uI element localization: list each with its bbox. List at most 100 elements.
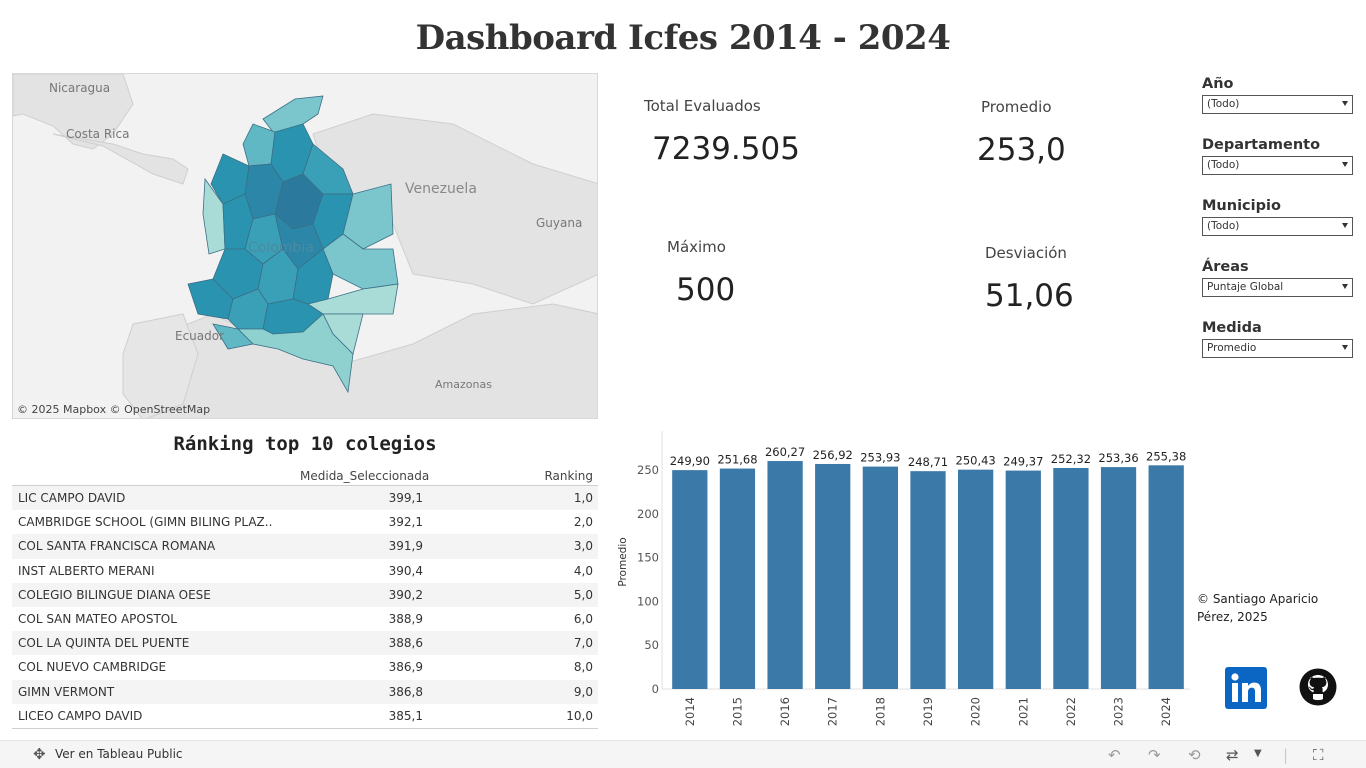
filter-medida-dropdown[interactable]: Promedio	[1202, 339, 1353, 358]
undo-icon[interactable]: ↶	[1108, 746, 1121, 764]
filter-areas-dropdown[interactable]: Puntaje Global	[1202, 278, 1353, 297]
tableau-toolbar: ✥ Ver en Tableau Public ↶ ↷ ⟲ ⇄ ▼ | ⛶	[0, 740, 1366, 768]
measure-value: 391,9	[388, 539, 423, 554]
dashboard-title: Dashboard Icfes 2014 - 2024	[415, 18, 951, 58]
map-attribution[interactable]: © 2025 Mapbox © OpenStreetMap	[17, 403, 211, 416]
kpi-desviacion-value: 51,06	[985, 278, 1074, 314]
bar-data-label: 251,68	[717, 453, 757, 467]
bar[interactable]	[1053, 468, 1089, 689]
promedio-bar-chart[interactable]: 0 50 100 150 200 250 Promedio 249,90 2014 251,68 2…	[610, 425, 1195, 730]
measure-value: 386,9	[388, 660, 423, 675]
bar-data-label: 253,36	[1098, 451, 1138, 465]
measure-value: 399,1	[388, 491, 423, 505]
kpi-desviacion-label: Desviación	[985, 244, 1067, 262]
table-row[interactable]: GIMN VERMONT 386,8 9,0	[12, 679, 598, 704]
filter-medida: Medida Promedio	[1202, 320, 1353, 358]
x-tick-label: 2023	[1112, 697, 1126, 726]
x-tick-label: 2020	[969, 697, 983, 726]
revert-icon[interactable]: ⟲	[1188, 746, 1201, 764]
redo-icon[interactable]: ↷	[1148, 746, 1161, 764]
tableau-logo-icon: ✥	[33, 745, 46, 763]
school-name: COL LA QUINTA DEL PUENTE	[18, 636, 190, 651]
rank-value: 8,0	[573, 660, 593, 675]
school-name: GIMN VERMONT	[18, 684, 115, 699]
kpi-promedio-value: 253,0	[977, 132, 1066, 168]
bar[interactable]	[1005, 470, 1041, 689]
bar[interactable]	[767, 461, 803, 689]
table-row[interactable]: COL SAN MATEO APOSTOL 388,9 6,0	[12, 607, 598, 631]
ranking-rows: LIC CAMPO DAVID 399,1 1,0 CAMBRIDGE SCHOOL…	[12, 486, 598, 728]
credit-line-1: © Santiago Aparicio	[1197, 592, 1319, 606]
rank-value: 6,0	[573, 611, 593, 626]
filter-municipio: Municipio (Todo)	[1202, 198, 1353, 236]
department-region	[212, 323, 254, 350]
column-header-ranking[interactable]: Ranking	[544, 469, 593, 483]
rank-value: 7,0	[573, 636, 593, 651]
bar-data-label: 249,90	[670, 454, 710, 468]
refresh-icon[interactable]: ⇄	[1226, 746, 1239, 764]
bar[interactable]	[1148, 465, 1184, 689]
linkedin-icon[interactable]	[1225, 667, 1267, 713]
map-canvas[interactable]	[13, 74, 598, 419]
table-row[interactable]: CAMBRIDGE SCHOOL (GIMN BILING PLAZ.. 392,…	[12, 510, 598, 534]
south-land	[142, 303, 597, 418]
table-row[interactable]: COL LA QUINTA DEL PUENTE 388,6 7,0	[12, 631, 598, 656]
y-tick-label: 50	[644, 638, 659, 652]
bar-data-label: 256,92	[813, 448, 853, 462]
department-region	[202, 177, 226, 255]
school-name: COL NUEVO CAMBRIDGE	[18, 660, 167, 675]
bar-data-label: 255,38	[1146, 449, 1186, 463]
kpi-total-value: 7239.505	[652, 131, 800, 167]
rank-value: 10,0	[566, 708, 593, 723]
filter-municipio-dropdown[interactable]: (Todo)	[1202, 217, 1353, 236]
credit-line-2: Pérez, 2025	[1197, 610, 1268, 624]
bar-data-label: 260,27	[765, 445, 805, 459]
fullscreen-icon[interactable]: ⛶	[1313, 746, 1324, 764]
kpi-maximo-label: Máximo	[667, 238, 726, 256]
measure-value: 388,9	[388, 611, 423, 626]
school-name: LIC CAMPO DAVID	[18, 491, 126, 505]
y-tick-label: 150	[637, 551, 659, 565]
colombia-map[interactable]: Nicaragua Costa Rica Venezuela Guyana Co…	[12, 73, 598, 419]
y-tick-label: 0	[652, 682, 659, 696]
filter-departamento-dropdown[interactable]: (Todo)	[1202, 156, 1353, 175]
table-row[interactable]: INST ALBERTO MERANI 390,4 4,0	[12, 559, 598, 583]
table-row[interactable]: LIC CAMPO DAVID 399,1 1,0	[12, 486, 598, 511]
filter-value: Promedio	[1207, 342, 1257, 354]
column-header-measure[interactable]: Medida_Seleccionada	[300, 469, 430, 483]
table-bottom-border	[12, 727, 598, 729]
table-row[interactable]: COLEGIO BILINGUE DIANA OESE 390,2 5,0	[12, 582, 598, 607]
x-tick-label: 2016	[778, 697, 792, 726]
measure-value: 392,1	[388, 515, 423, 530]
dropdown-caret-icon	[1342, 223, 1348, 228]
y-tick-label: 100	[637, 594, 659, 608]
map-label-costa-rica: Costa Rica	[66, 127, 130, 141]
table-row[interactable]: LICEO CAMPO DAVID 385,1 10,0	[12, 704, 598, 728]
dropdown-caret-icon	[1342, 162, 1348, 167]
map-label-ecuador: Ecuador	[175, 329, 225, 343]
ranking-table: Medida_Seleccionada Ranking LIC CAMPO DA…	[12, 468, 598, 729]
bar[interactable]	[910, 471, 946, 689]
filter-label: Departamento	[1202, 137, 1321, 153]
rank-value: 5,0	[573, 587, 593, 602]
bar[interactable]	[815, 463, 851, 689]
department-region	[237, 313, 354, 394]
chevron-down-icon[interactable]: ▼	[1254, 748, 1262, 759]
table-row[interactable]: COL SANTA FRANCISCA ROMANA 391,9 3,0	[12, 534, 598, 559]
bar[interactable]	[672, 470, 708, 689]
table-row[interactable]: COL NUEVO CAMBRIDGE 386,9 8,0	[12, 655, 598, 679]
map-label-guyana: Guyana	[536, 216, 583, 230]
bar[interactable]	[719, 468, 756, 689]
bar[interactable]	[958, 469, 994, 689]
kpi-maximo-value: 500	[676, 272, 736, 308]
view-on-tableau-public-link[interactable]: Ver en Tableau Public	[55, 747, 183, 761]
bar[interactable]	[1100, 467, 1137, 689]
bar-data-label: 253,93	[860, 451, 900, 465]
bar[interactable]	[862, 466, 898, 689]
department-region	[242, 123, 276, 167]
y-tick-label: 200	[637, 507, 659, 521]
x-tick-label: 2015	[730, 697, 744, 726]
filter-anio-dropdown[interactable]: (Todo)	[1202, 95, 1353, 114]
github-icon[interactable]	[1299, 668, 1337, 710]
filter-value: (Todo)	[1207, 159, 1240, 171]
